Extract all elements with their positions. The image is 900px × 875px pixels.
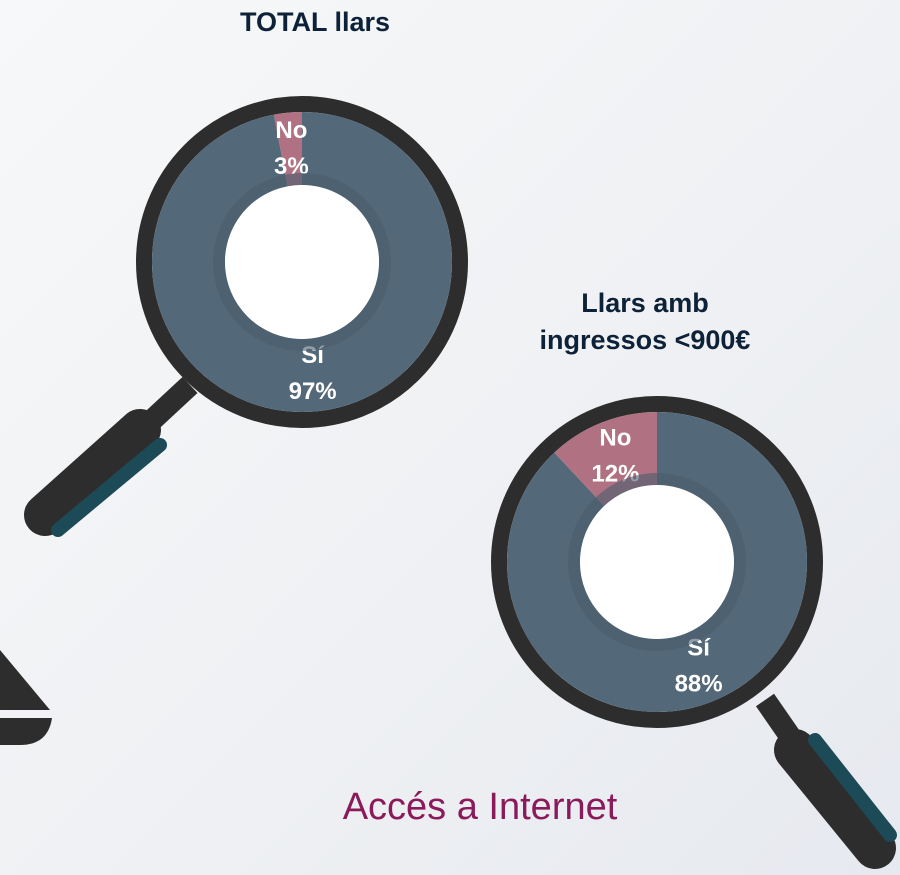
slice-category: No — [599, 424, 631, 451]
infographic: Sí97%No3%Sí88%No12% TOTAL llars Llars am… — [0, 0, 900, 875]
slice-category: No — [275, 117, 307, 144]
chart-title: Llars amb ingressos <900€ — [515, 285, 775, 359]
slice-label: 88% — [675, 670, 723, 697]
hole — [225, 185, 379, 339]
graphics: Sí97%No3%Sí88%No12% — [0, 0, 900, 875]
caption: Accés a Internet — [250, 786, 710, 829]
hole — [580, 485, 734, 639]
slice-label: 97% — [289, 378, 337, 405]
chart-title: TOTAL llars — [180, 4, 450, 41]
